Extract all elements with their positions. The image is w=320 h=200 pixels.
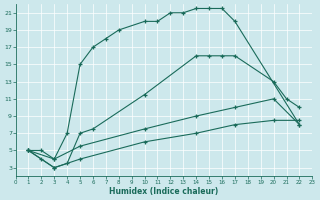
X-axis label: Humidex (Indice chaleur): Humidex (Indice chaleur) [109,187,219,196]
